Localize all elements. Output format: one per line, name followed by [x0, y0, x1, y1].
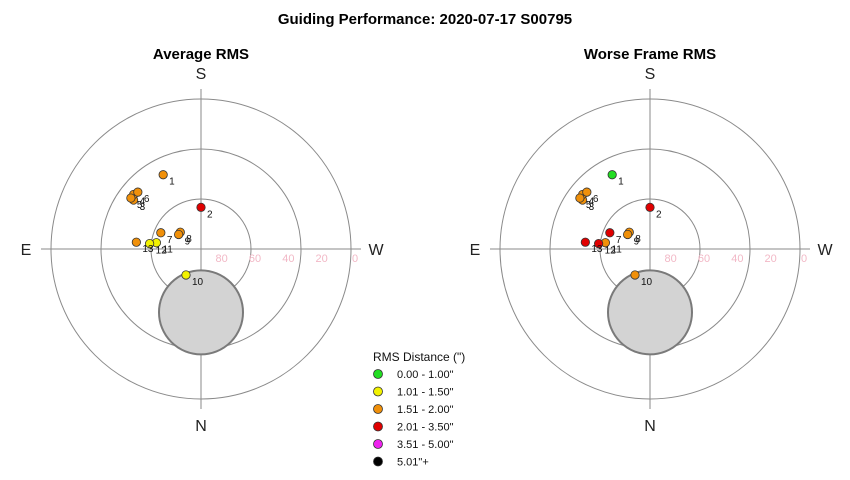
legend-swatch	[373, 421, 383, 432]
target-point-label: 8	[635, 234, 641, 245]
legend-swatch	[373, 404, 383, 414]
target-point	[131, 237, 141, 247]
target-point-label: 2	[656, 209, 662, 220]
target-point	[605, 228, 615, 238]
legend-swatch	[373, 369, 383, 379]
radial-tick-label: 20	[316, 253, 328, 265]
legend-title: RMS Distance (")	[373, 350, 465, 364]
figure-title: Guiding Performance: 2020-07-17 S00795	[278, 11, 572, 28]
target-point-label: 6	[144, 194, 150, 205]
target-point-label: 8	[186, 234, 192, 245]
direction-label-west: W	[368, 242, 384, 259]
radial-tick-label: 80	[216, 253, 228, 265]
radial-tick-label: 60	[249, 253, 261, 265]
legend-label: 1.01 - 1.50"	[397, 387, 454, 399]
legend-swatch	[373, 456, 383, 467]
target-point-label: 3	[140, 202, 146, 213]
legend-label: 0.00 - 1.00"	[397, 369, 454, 381]
target-point-label: 11	[162, 245, 173, 256]
target-point-label: 12	[156, 246, 168, 257]
target-point	[594, 238, 604, 249]
chart-title: Worse Frame RMS	[584, 46, 716, 63]
radial-tick-label: 20	[765, 253, 777, 265]
radial-tick-label: 0	[801, 253, 807, 265]
direction-label-north: N	[644, 418, 656, 435]
target-point-label: 5	[137, 200, 143, 211]
target-point-label: 2	[207, 209, 213, 220]
target-point	[623, 229, 633, 240]
target-point	[580, 237, 590, 247]
legend-label: 1.51 - 2.00"	[397, 404, 454, 416]
rms-distance-legend: RMS Distance (") 0.00 - 1.00" 1.01 - 1.50…	[373, 350, 465, 469]
target-point-label: 7	[616, 235, 622, 246]
target-point-label: 7	[167, 235, 173, 246]
target-point	[630, 270, 640, 280]
target-point	[575, 193, 585, 203]
direction-label-east: E	[21, 242, 32, 259]
target-point-label: 10	[641, 277, 653, 288]
target-point	[607, 170, 617, 180]
target-point	[181, 270, 191, 280]
target-point	[145, 238, 155, 249]
target-point-label: 11	[611, 245, 622, 256]
exclusion-zone	[158, 269, 244, 356]
direction-label-west: W	[817, 242, 833, 259]
direction-label-north: N	[195, 418, 207, 435]
radial-tick-label: 60	[698, 253, 710, 265]
legend-label: 5.01"+	[397, 457, 429, 469]
target-point-label: 5	[586, 200, 592, 211]
direction-label-south: S	[196, 66, 207, 83]
radial-tick-label: 80	[665, 253, 677, 265]
legend-label: 3.51 - 5.00"	[397, 439, 454, 451]
exclusion-zone	[607, 269, 693, 356]
radial-tick-label: 40	[282, 253, 294, 265]
target-point-label: 1	[618, 177, 624, 188]
target-point-label: 3	[589, 202, 595, 213]
target-point-label: 9	[634, 236, 640, 247]
target-point-label: 9	[185, 236, 191, 247]
legend-swatch	[373, 386, 383, 397]
target-point-label: 4	[140, 196, 146, 207]
target-point	[133, 187, 143, 197]
target-point-label: 10	[192, 277, 204, 288]
legend-swatch	[373, 439, 383, 449]
radial-tick-label: 0	[352, 253, 358, 265]
legend-label: 2.01 - 3.50"	[397, 422, 454, 434]
target-point	[174, 229, 184, 240]
target-point-label: 13	[142, 244, 154, 255]
target-point-label: 6	[593, 194, 599, 205]
target-point	[582, 187, 592, 197]
direction-label-south: S	[645, 66, 656, 83]
direction-label-east: E	[470, 242, 481, 259]
target-point	[196, 202, 206, 212]
target-point	[126, 193, 136, 203]
chart-title: Average RMS	[153, 46, 249, 63]
target-point	[645, 202, 655, 212]
target-point-label: 13	[591, 244, 603, 255]
radial-tick-label: 40	[731, 253, 743, 265]
target-point-label: 1	[169, 177, 175, 188]
target-point-label: 12	[605, 246, 617, 257]
target-point-label: 4	[589, 196, 595, 207]
target-point	[156, 228, 166, 238]
target-point	[158, 170, 168, 180]
